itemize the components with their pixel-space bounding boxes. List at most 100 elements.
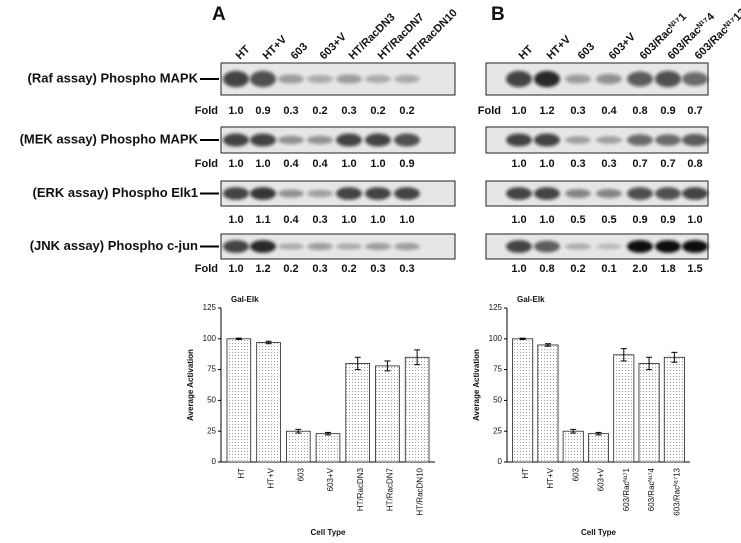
band	[394, 187, 420, 200]
fold-value: 0.4	[601, 105, 617, 117]
band	[565, 189, 591, 198]
x-tick-label: 603+V	[597, 467, 606, 491]
fold-value: 1.0	[341, 214, 356, 226]
fold-value: 1.0	[228, 158, 243, 170]
fold-value: 1.0	[687, 214, 702, 226]
x-tick-label: HT+V	[546, 467, 555, 488]
fold-value: 0.3	[570, 158, 585, 170]
fold-value: 0.2	[370, 105, 385, 117]
error-bar	[235, 337, 242, 340]
fold-value: 0.2	[570, 263, 585, 275]
band	[307, 135, 333, 145]
lane-label: 603	[576, 41, 597, 62]
fold-value: 0.7	[687, 105, 702, 117]
band	[307, 74, 333, 84]
lane-label: 603+V	[607, 31, 639, 63]
bar	[404, 356, 430, 463]
x-axis-title: Cell Type	[311, 528, 347, 537]
band	[336, 74, 362, 84]
band	[394, 133, 420, 147]
assay-label: (ERK assay) Phospho Elk1	[33, 185, 198, 200]
error-bar	[595, 431, 602, 436]
bar	[256, 342, 281, 463]
bar	[537, 344, 559, 463]
fold-value: 1.0	[511, 263, 526, 275]
fold-value: 0.3	[570, 105, 585, 117]
x-tick-label: HT	[521, 468, 530, 479]
lane-label: HT+V	[261, 33, 290, 62]
fold-value: 0.3	[399, 263, 414, 275]
fold-value: 1.0	[228, 214, 243, 226]
x-tick-label: HT	[237, 468, 246, 479]
lane-label: HT	[517, 43, 536, 62]
bar	[315, 433, 341, 463]
fold-value: 1.0	[370, 214, 385, 226]
band	[223, 70, 249, 88]
lane-label: 603+V	[318, 31, 350, 63]
bar	[613, 354, 635, 463]
y-tick-label: 25	[207, 426, 216, 435]
fold-value: 1.0	[228, 105, 243, 117]
band	[250, 240, 276, 253]
band	[627, 240, 653, 253]
bar	[587, 433, 610, 463]
y-tick-label: 50	[493, 396, 502, 405]
band	[682, 187, 708, 200]
fold-value: 0.7	[632, 158, 647, 170]
band	[534, 240, 560, 253]
assay-label: (JNK assay) Phospho c-jun	[30, 238, 198, 253]
fold-value: 1.0	[511, 158, 526, 170]
band	[307, 242, 333, 251]
band	[655, 187, 681, 200]
y-tick-label: 0	[212, 457, 217, 466]
fold-value: 0.9	[255, 105, 270, 117]
band	[278, 74, 304, 84]
fold-value: 1.0	[341, 158, 356, 170]
x-tick-label: 603/Racᴺ¹⁷1	[622, 467, 631, 511]
band	[627, 187, 653, 200]
fold-value: 0.8	[687, 158, 702, 170]
band	[596, 189, 622, 198]
error-bar	[265, 340, 272, 345]
fold-label: Fold	[478, 105, 501, 117]
band	[223, 133, 249, 147]
y-tick-label: 100	[489, 334, 503, 343]
fold-value: 0.8	[539, 263, 554, 275]
error-bar	[646, 356, 653, 371]
x-tick-label: 603	[296, 467, 305, 481]
bar	[663, 356, 685, 463]
y-tick-label: 125	[203, 303, 217, 312]
fold-value: 0.3	[283, 105, 298, 117]
bar	[638, 363, 660, 463]
band	[682, 72, 708, 86]
y-axis-title: Average Activation	[472, 349, 481, 421]
x-tick-label: 603/Racᴺ¹⁷13	[672, 467, 681, 515]
band	[278, 243, 304, 250]
fold-value: 1.0	[539, 214, 554, 226]
band	[506, 133, 532, 147]
band	[596, 136, 622, 144]
band	[534, 187, 560, 200]
band	[596, 73, 622, 85]
fold-value: 1.0	[255, 158, 270, 170]
band	[506, 240, 532, 253]
y-tick-label: 50	[207, 396, 216, 405]
band	[365, 242, 391, 251]
band	[394, 242, 420, 251]
error-bar	[620, 348, 627, 362]
fold-value: 0.5	[570, 214, 585, 226]
band	[565, 136, 591, 144]
error-bar	[384, 360, 391, 372]
fold-value: 0.7	[660, 158, 675, 170]
fold-value: 0.1	[601, 263, 616, 275]
band	[655, 70, 681, 88]
band	[365, 187, 391, 200]
fold-value: 1.2	[539, 105, 554, 117]
error-bar	[519, 337, 526, 340]
band	[250, 133, 276, 147]
bar	[512, 338, 534, 463]
fold-value: 0.2	[283, 263, 298, 275]
band	[365, 133, 391, 147]
fold-value: 0.9	[632, 214, 647, 226]
